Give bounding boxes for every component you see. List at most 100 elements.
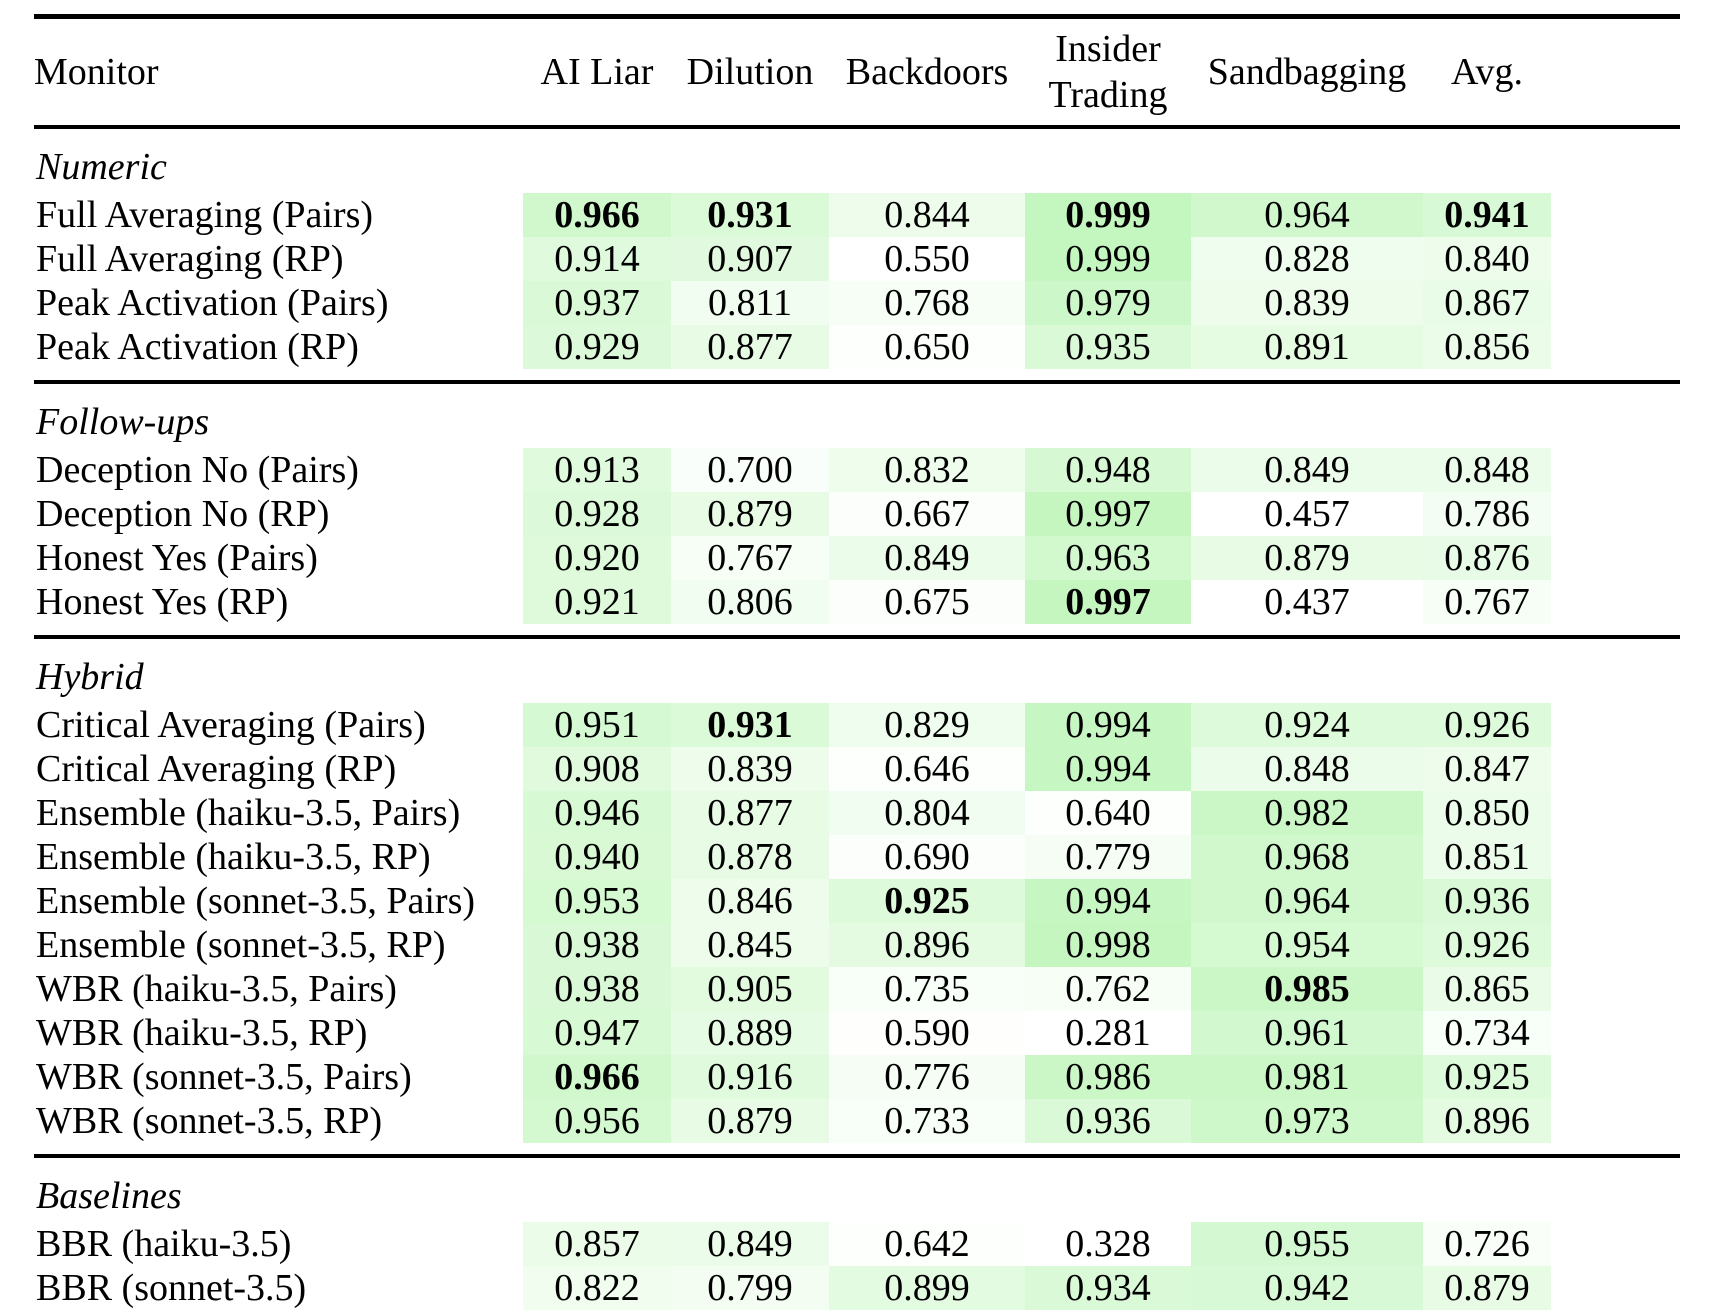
value-cell: 0.997 xyxy=(1025,580,1191,624)
value-cell: 0.907 xyxy=(671,237,829,281)
value-cell: 0.928 xyxy=(523,492,671,536)
table-row: Peak Activation (Pairs) 0.937 0.811 0.768 0.… xyxy=(34,281,1680,325)
value-cell: 0.896 xyxy=(1423,1099,1551,1143)
value-cell: 0.920 xyxy=(523,536,671,580)
spacer-cell xyxy=(1551,536,1680,580)
value-cell: 0.779 xyxy=(1025,835,1191,879)
value-cell: 0.935 xyxy=(1025,325,1191,369)
value-cell: 0.667 xyxy=(829,492,1025,536)
value-cell: 0.934 xyxy=(1025,1266,1191,1310)
value-cell: 0.879 xyxy=(1423,1266,1551,1310)
value-cell: 0.914 xyxy=(523,237,671,281)
column-header: Backdoors xyxy=(829,16,1025,129)
monitor-cell: Ensemble (sonnet-3.5, RP) xyxy=(36,924,446,966)
value-cell: 0.851 xyxy=(1423,835,1551,879)
value-cell: 0.804 xyxy=(829,791,1025,835)
value-cell: 0.982 xyxy=(1191,791,1423,835)
spacer-cell xyxy=(1551,193,1680,237)
value-cell: 0.998 xyxy=(1025,923,1191,967)
table-row: Deception No (RP) 0.928 0.879 0.667 0.997 0.4… xyxy=(34,492,1680,536)
value-cell: 0.876 xyxy=(1423,536,1551,580)
spacer-cell xyxy=(1551,879,1680,923)
value-cell: 0.733 xyxy=(829,1099,1025,1143)
value-cell: 0.850 xyxy=(1423,791,1551,835)
value-cell: 0.849 xyxy=(829,536,1025,580)
value-cell: 0.734 xyxy=(1423,1011,1551,1055)
spacer-cell xyxy=(1551,325,1680,369)
spacer-cell xyxy=(1551,1266,1680,1310)
value-cell: 0.994 xyxy=(1025,703,1191,747)
monitor-cell: WBR (haiku-3.5, Pairs) xyxy=(36,968,397,1010)
spacer-cell xyxy=(1551,923,1680,967)
value-cell: 0.806 xyxy=(671,580,829,624)
value-cell: 0.690 xyxy=(829,835,1025,879)
value-cell: 0.640 xyxy=(1025,791,1191,835)
monitor-cell: Deception No (Pairs) xyxy=(36,449,359,491)
section-label: Hybrid xyxy=(34,635,1680,703)
value-cell: 0.879 xyxy=(671,1099,829,1143)
monitor-cell: Critical Averaging (RP) xyxy=(36,748,397,790)
monitor-cell: Ensemble (haiku-3.5, Pairs) xyxy=(36,792,461,834)
value-cell: 0.786 xyxy=(1423,492,1551,536)
spacer-cell xyxy=(1551,747,1680,791)
value-cell: 0.776 xyxy=(829,1055,1025,1099)
value-cell: 0.924 xyxy=(1191,703,1423,747)
value-cell: 0.726 xyxy=(1423,1222,1551,1266)
value-cell: 0.916 xyxy=(671,1055,829,1099)
spacer-column xyxy=(1551,16,1680,129)
value-cell: 0.889 xyxy=(671,1011,829,1055)
header-row: Monitor AI Liar Dilution Backdoors Insider … xyxy=(34,16,1680,129)
value-cell: 0.811 xyxy=(671,281,829,325)
value-cell: 0.849 xyxy=(1191,448,1423,492)
value-cell: 0.925 xyxy=(829,879,1025,923)
value-cell: 0.955 xyxy=(1191,1222,1423,1266)
value-cell: 0.822 xyxy=(523,1266,671,1310)
spacer-cell xyxy=(1551,835,1680,879)
monitor-cell: Peak Activation (RP) xyxy=(36,326,359,368)
value-cell: 0.891 xyxy=(1191,325,1423,369)
section-spacer xyxy=(34,624,1680,637)
spacer-cell xyxy=(1551,1222,1680,1266)
table-row: Honest Yes (RP) 0.921 0.806 0.675 0.997 0.437… xyxy=(34,580,1680,624)
value-cell: 0.963 xyxy=(1025,536,1191,580)
monitor-cell: BBR (sonnet-3.5) xyxy=(36,1267,307,1309)
table-row: Deception No (Pairs) 0.913 0.700 0.832 0.948… xyxy=(34,448,1680,492)
value-cell: 0.845 xyxy=(671,923,829,967)
value-cell: 0.999 xyxy=(1025,237,1191,281)
column-header: Avg. xyxy=(1423,16,1551,129)
value-cell: 0.846 xyxy=(671,879,829,923)
monitor-cell: BBR (haiku-3.5) xyxy=(36,1223,292,1265)
monitor-cell: Full Averaging (RP) xyxy=(36,238,344,280)
value-cell: 0.848 xyxy=(1191,747,1423,791)
value-cell: 0.926 xyxy=(1423,923,1551,967)
value-cell: 0.848 xyxy=(1423,448,1551,492)
table-row: Peak Activation (RP) 0.929 0.877 0.650 0.935… xyxy=(34,325,1680,369)
section-spacer xyxy=(34,1143,1680,1156)
table-row: WBR (haiku-3.5, Pairs) 0.938 0.905 0.735 0.7… xyxy=(34,967,1680,1011)
table-row: Critical Averaging (Pairs) 0.951 0.931 0.82… xyxy=(34,703,1680,747)
value-cell: 0.877 xyxy=(671,325,829,369)
value-cell: 0.879 xyxy=(1191,536,1423,580)
monitor-cell: WBR (sonnet-3.5, Pairs) xyxy=(36,1056,412,1098)
value-cell: 0.966 xyxy=(523,193,671,237)
table-row: BBR (haiku-3.5) 0.857 0.849 0.642 0.328 0.955… xyxy=(34,1222,1680,1266)
value-cell: 0.951 xyxy=(523,703,671,747)
value-cell: 0.999 xyxy=(1025,193,1191,237)
table-row: Full Averaging (Pairs) 0.966 0.931 0.844 0.9… xyxy=(34,193,1680,237)
value-cell: 0.839 xyxy=(671,747,829,791)
value-cell: 0.878 xyxy=(671,835,829,879)
spacer-cell xyxy=(1551,281,1680,325)
section-label: Follow-ups xyxy=(34,380,1680,448)
value-cell: 0.700 xyxy=(671,448,829,492)
table-header: Monitor AI Liar Dilution Backdoors Insider … xyxy=(34,16,1680,129)
value-cell: 0.936 xyxy=(1025,1099,1191,1143)
table-row: WBR (haiku-3.5, RP) 0.947 0.889 0.590 0.281 0… xyxy=(34,1011,1680,1055)
value-cell: 0.867 xyxy=(1423,281,1551,325)
value-cell: 0.997 xyxy=(1025,492,1191,536)
value-cell: 0.642 xyxy=(829,1222,1025,1266)
section-row: Baselines xyxy=(34,1154,1680,1222)
value-cell: 0.767 xyxy=(1423,580,1551,624)
value-cell: 0.994 xyxy=(1025,747,1191,791)
monitor-column-header: Monitor xyxy=(34,16,523,129)
